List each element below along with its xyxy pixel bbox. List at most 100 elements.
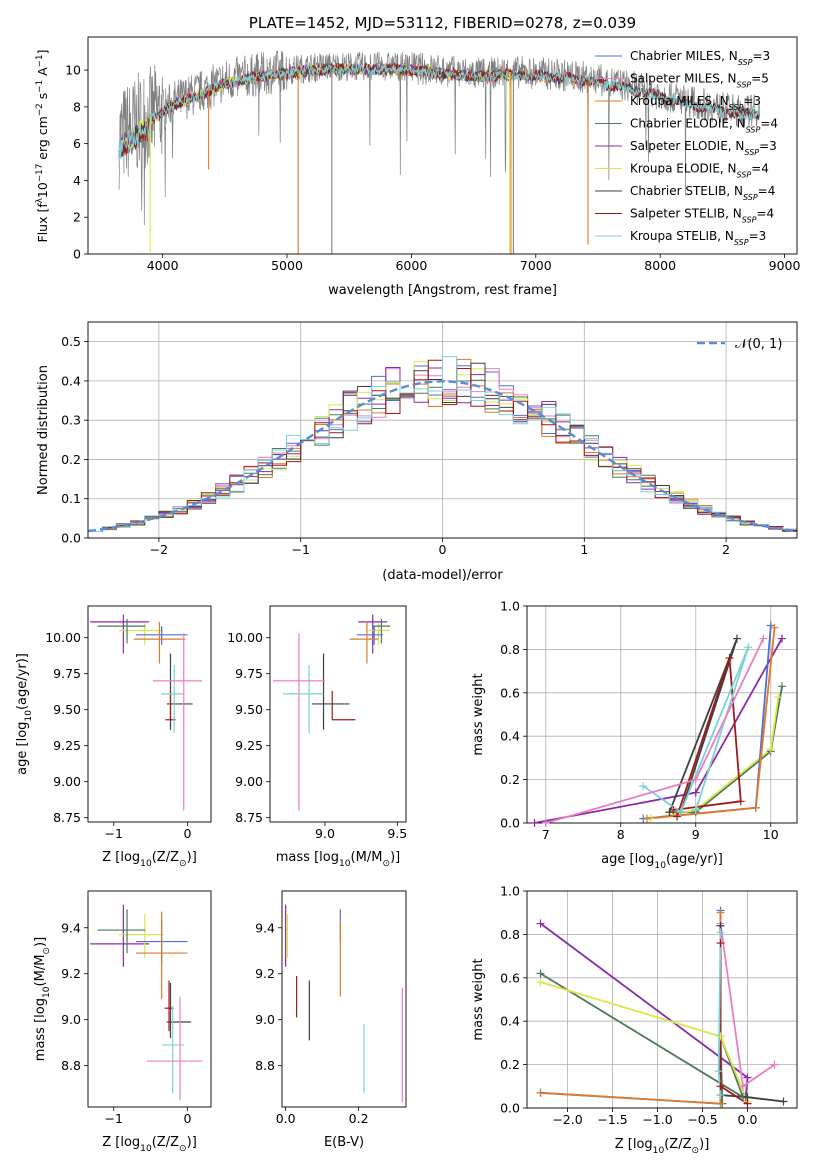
y-tick-label: 8.8 — [255, 1058, 275, 1073]
point-marker — [778, 634, 786, 643]
point-marker — [716, 1032, 725, 1041]
y-tick-label: 10.00 — [227, 630, 263, 645]
x-tick-label: −1.0 — [642, 1112, 672, 1127]
ebv-plot-area — [285, 904, 403, 1103]
point-marker — [673, 812, 681, 821]
point-marker — [733, 634, 741, 643]
x-tick-label: 8 — [617, 827, 625, 842]
series-line-salpeter-elodie — [534, 638, 783, 823]
point-marker — [716, 1082, 725, 1091]
axes-frame — [526, 605, 798, 824]
point-marker — [714, 1067, 723, 1076]
legend-entry: Salpeter STELIB, NSSP=4 — [630, 207, 774, 225]
y-tick-label: 0.6 — [500, 685, 520, 700]
x-tick-label: −2 — [150, 542, 168, 557]
point-marker — [669, 805, 678, 814]
legend-entry: Chabrier MILES, NSSP=3 — [630, 49, 770, 67]
y-tick-label: 9.2 — [255, 966, 275, 981]
x-tick-label: 1 — [580, 542, 588, 557]
point-marker — [676, 808, 685, 817]
y-axis-label: Flux [fλ10−17 erg cm−2 s−1 A−1] — [35, 50, 50, 243]
x-axis-label: mass [log10(M/M⊙)] — [276, 850, 400, 869]
x-tick-label: −1.5 — [597, 1112, 627, 1127]
axes-frame — [87, 36, 798, 255]
x-tick-label: 4000 — [147, 258, 179, 273]
x-tick-label: 8000 — [644, 258, 676, 273]
y-tick-label: 0.6 — [500, 970, 520, 985]
point-marker — [530, 819, 539, 827]
point-marker — [751, 803, 760, 812]
y-tick-label: 9.00 — [53, 774, 81, 789]
y-tick-label: 0.4 — [500, 1014, 520, 1029]
point-marker — [725, 654, 734, 663]
ebv-panel: 0.0 0.2 8.8 9.0 9.2 9.4 E(B-V) — [255, 890, 407, 1150]
x-tick-label: 0 — [183, 826, 191, 841]
x-axis-label: Z [log10(Z/Z⊙)] — [102, 850, 197, 869]
y-tick-label: 8.8 — [61, 1058, 81, 1073]
y-tick-label: 9.25 — [235, 738, 263, 753]
y-tick-label: 8.75 — [235, 810, 263, 825]
point-marker — [716, 908, 725, 917]
point-marker — [541, 819, 550, 827]
x-axis-label: E(B-V) — [324, 1135, 364, 1150]
mass_vs_Z-panel: −1 0 8.8 9.0 9.2 9.4 Z [log10(Z/Z⊙)] mass [log1… — [33, 890, 212, 1154]
y-tick-label: 9.50 — [235, 702, 263, 717]
age_vs_mass-panel: 9.0 9.5 8.75 9.00 9.25 9.50 9.75 10.00 mass [log… — [227, 605, 407, 869]
point-marker — [779, 1097, 788, 1106]
axes-frame — [526, 890, 798, 1109]
legend-entry: Salpeter MILES, NSSP=5 — [630, 72, 769, 90]
age_vs_mass-plot-area — [272, 614, 391, 811]
y-axis-label: mass [log10(M/M⊙)] — [33, 937, 52, 1061]
axes-frame — [281, 890, 407, 1108]
spectrum-panel: 4000 5000 6000 7000 8000 9000 0 2 4 6 8 10 PLATE=145… — [35, 14, 801, 298]
point-marker — [778, 682, 786, 691]
point-marker — [716, 1099, 725, 1108]
y-tick-label: 0.4 — [61, 373, 81, 388]
y-tick-label: 10.00 — [45, 630, 81, 645]
y-tick-label: 0.0 — [61, 531, 81, 546]
point-marker — [716, 939, 725, 948]
y-tick-label: 0.0 — [500, 816, 520, 831]
x-tick-label: −1 — [105, 826, 123, 841]
mass_vs_Z-plot-area — [90, 904, 203, 1101]
point-marker — [770, 1060, 779, 1069]
x-tick-label: 0 — [183, 1111, 191, 1126]
y-tick-label: 0.8 — [500, 642, 520, 657]
x-axis-label: Z [log10(Z/Z⊙)] — [102, 1135, 197, 1154]
x-tick-label: 0.0 — [276, 1111, 296, 1126]
point-marker — [691, 775, 700, 784]
point-marker — [643, 814, 651, 823]
y-axis-label: Normed distribution — [36, 365, 51, 495]
point-marker — [536, 1088, 545, 1097]
y-axis-label: age [log10(age/yr)] — [15, 653, 34, 775]
y-tick-label: 9.4 — [255, 920, 275, 935]
point-marker — [716, 1090, 725, 1099]
y-tick-label: 10 — [65, 63, 81, 78]
chart-title: PLATE=1452, MJD=53112, FIBERID=0278, z=0… — [249, 14, 636, 32]
age_vs_Z-plot-area — [90, 614, 203, 811]
axes-frame — [87, 890, 212, 1108]
x-tick-label: 9.5 — [387, 826, 407, 841]
point-marker — [691, 805, 700, 814]
series-line-kroupa-stelib — [642, 646, 750, 814]
legend-entry: Salpeter ELODIE, NSSP=3 — [630, 139, 777, 157]
y-tick-label: 0.0 — [500, 1101, 520, 1116]
y-axis-label: mass weight — [471, 958, 486, 1040]
point-marker — [639, 782, 648, 791]
x-tick-label: 7000 — [520, 258, 552, 273]
x-tick-label: 9000 — [769, 258, 801, 273]
series-line-chabrier-elodie — [540, 972, 745, 1104]
model-line-salpeter-stelib — [118, 62, 760, 155]
x-tick-label: 0 — [439, 542, 447, 557]
legend-entry: Kroupa ELODIE, NSSP=4 — [630, 162, 769, 180]
residuals-plot-area — [88, 356, 797, 533]
y-tick-label: 9.75 — [53, 666, 81, 681]
y-tick-label: 1.0 — [500, 884, 520, 899]
x-tick-label: 10 — [763, 827, 779, 842]
y-tick-label: 8.75 — [53, 810, 81, 825]
y-tick-label: 9.2 — [61, 966, 81, 981]
age_vs_Z-panel: −1 0 8.75 9.00 9.25 9.50 9.75 10.00 Z [log10(Z/Z… — [15, 605, 212, 869]
y-tick-label: 0.3 — [61, 413, 81, 428]
series-line-salpeter-stelib — [673, 657, 742, 817]
